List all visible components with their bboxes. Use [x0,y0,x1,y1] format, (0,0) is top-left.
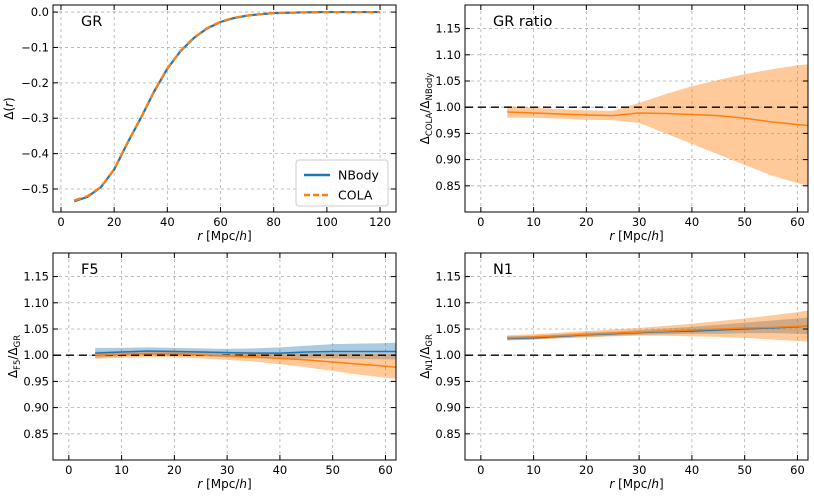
series-line-cola [507,325,808,339]
y-tick-label: −0.5 [21,182,49,196]
panel-title: N1 [493,262,513,278]
x-tick-label: 50 [325,463,340,477]
legend: NBody COLA [295,159,389,207]
y-axis-label: ΔCOLA/ΔNBody [418,73,435,145]
x-tick-label: 30 [632,215,647,229]
y-tick-label: −0.2 [21,76,49,90]
axes-frame [464,4,809,213]
y-tick-label: 1.10 [23,296,49,310]
x-tick-label: 50 [737,463,752,477]
plot-area [73,10,381,203]
y-axis-label: ΔF5/ΔGR [6,335,23,378]
y-tick-label: 1.15 [435,22,461,36]
y-tick-label: 0.0 [31,5,49,19]
x-tick-label: 120 [369,215,391,229]
x-axis-label: r [Mpc/h] [197,229,251,243]
x-tick-label: 20 [579,215,594,229]
y-tick-label: 1.05 [23,322,49,336]
x-tick-label: 20 [107,215,122,229]
band-series [507,64,808,186]
y-axis-label: Δ(r) [2,97,16,120]
y-tick-label: −0.4 [21,147,49,161]
x-tick-label: 50 [737,215,752,229]
band-cola [95,350,396,379]
x-tick-label: 40 [160,215,175,229]
x-tick-label: 10 [526,463,541,477]
panel-title: F5 [81,262,99,278]
x-axis-label: r [Mpc/h] [609,229,663,243]
x-tick-label: 0 [65,463,72,477]
panel-1: 0 20 40 60 80 100 120 0.0 −0.1 −0.2 −0.3 −0.4 −0.5 r … [2,4,397,243]
y-tick-label: 0.90 [435,153,461,167]
x-tick-label: 0 [57,215,64,229]
y-tick-label: 1.10 [435,48,461,62]
x-tick-label: 20 [167,463,182,477]
y-tick-label: 1.05 [435,74,461,88]
y-tick-label: 1.00 [23,348,49,362]
y-tick-label: 1.05 [435,322,461,336]
x-tick-label: 30 [632,463,647,477]
y-axis-label: ΔN1/ΔGR [418,334,435,379]
axes-frame [52,4,397,213]
y-tick-label: 0.90 [23,401,49,415]
x-tick-label: 60 [790,463,805,477]
legend-label-nbody: NBody [338,168,380,183]
axes-frame [464,252,809,461]
x-tick-label: 60 [378,463,393,477]
axes-frame [52,252,397,461]
panel-2: 0 10 20 30 40 50 60 0.85 0.90 0.95 1.00 1.05 1.10 1.1… [418,4,809,243]
y-tick-label: 1.10 [435,296,461,310]
plot-area [465,64,808,186]
y-tick-label: −0.3 [21,111,49,125]
x-tick-label: 0 [477,215,484,229]
x-tick-label: 60 [213,215,228,229]
x-tick-label: 0 [477,463,484,477]
y-tick-label: 1.15 [23,270,49,284]
panel-4: 0 10 20 30 40 50 60 0.85 0.90 0.95 1.00 1.05 1.10 1.1… [418,252,809,491]
y-tick-label: 0.85 [435,427,461,441]
y-tick-label: 0.95 [435,374,461,388]
y-tick-label: 1.15 [435,270,461,284]
x-tick-label: 30 [220,463,235,477]
panel-title: GR [81,14,102,30]
plot-area [53,342,396,379]
plot-area [465,310,808,356]
y-tick-label: 0.90 [435,401,461,415]
series-line-cola [73,10,381,202]
x-axis-label: r [Mpc/h] [609,477,663,491]
x-tick-label: 40 [685,463,700,477]
y-tick-label: 1.00 [435,100,461,114]
panel-title: GR ratio [493,14,552,30]
x-tick-label: 10 [114,463,129,477]
x-tick-label: 40 [273,463,288,477]
x-tick-label: 40 [685,215,700,229]
x-tick-label: 10 [526,215,541,229]
x-axis-label: r [Mpc/h] [197,477,251,491]
y-tick-label: −0.1 [21,40,49,54]
legend-label-cola: COLA [338,188,373,203]
series-line-cola [95,352,396,368]
x-tick-label: 100 [316,215,338,229]
y-tick-label: 1.00 [435,348,461,362]
x-tick-label: 20 [579,463,594,477]
panel-3: 0 10 20 30 40 50 60 0.85 0.90 0.95 1.00 1.05 1.10 1.1… [6,252,397,491]
x-tick-label: 60 [790,215,805,229]
series-line-nbody [95,350,396,354]
y-tick-label: 0.85 [23,427,49,441]
y-tick-label: 0.95 [435,126,461,140]
y-tick-label: 0.85 [435,179,461,193]
y-tick-label: 0.95 [23,374,49,388]
x-tick-label: 80 [266,215,281,229]
series-line-ratio [507,111,808,127]
